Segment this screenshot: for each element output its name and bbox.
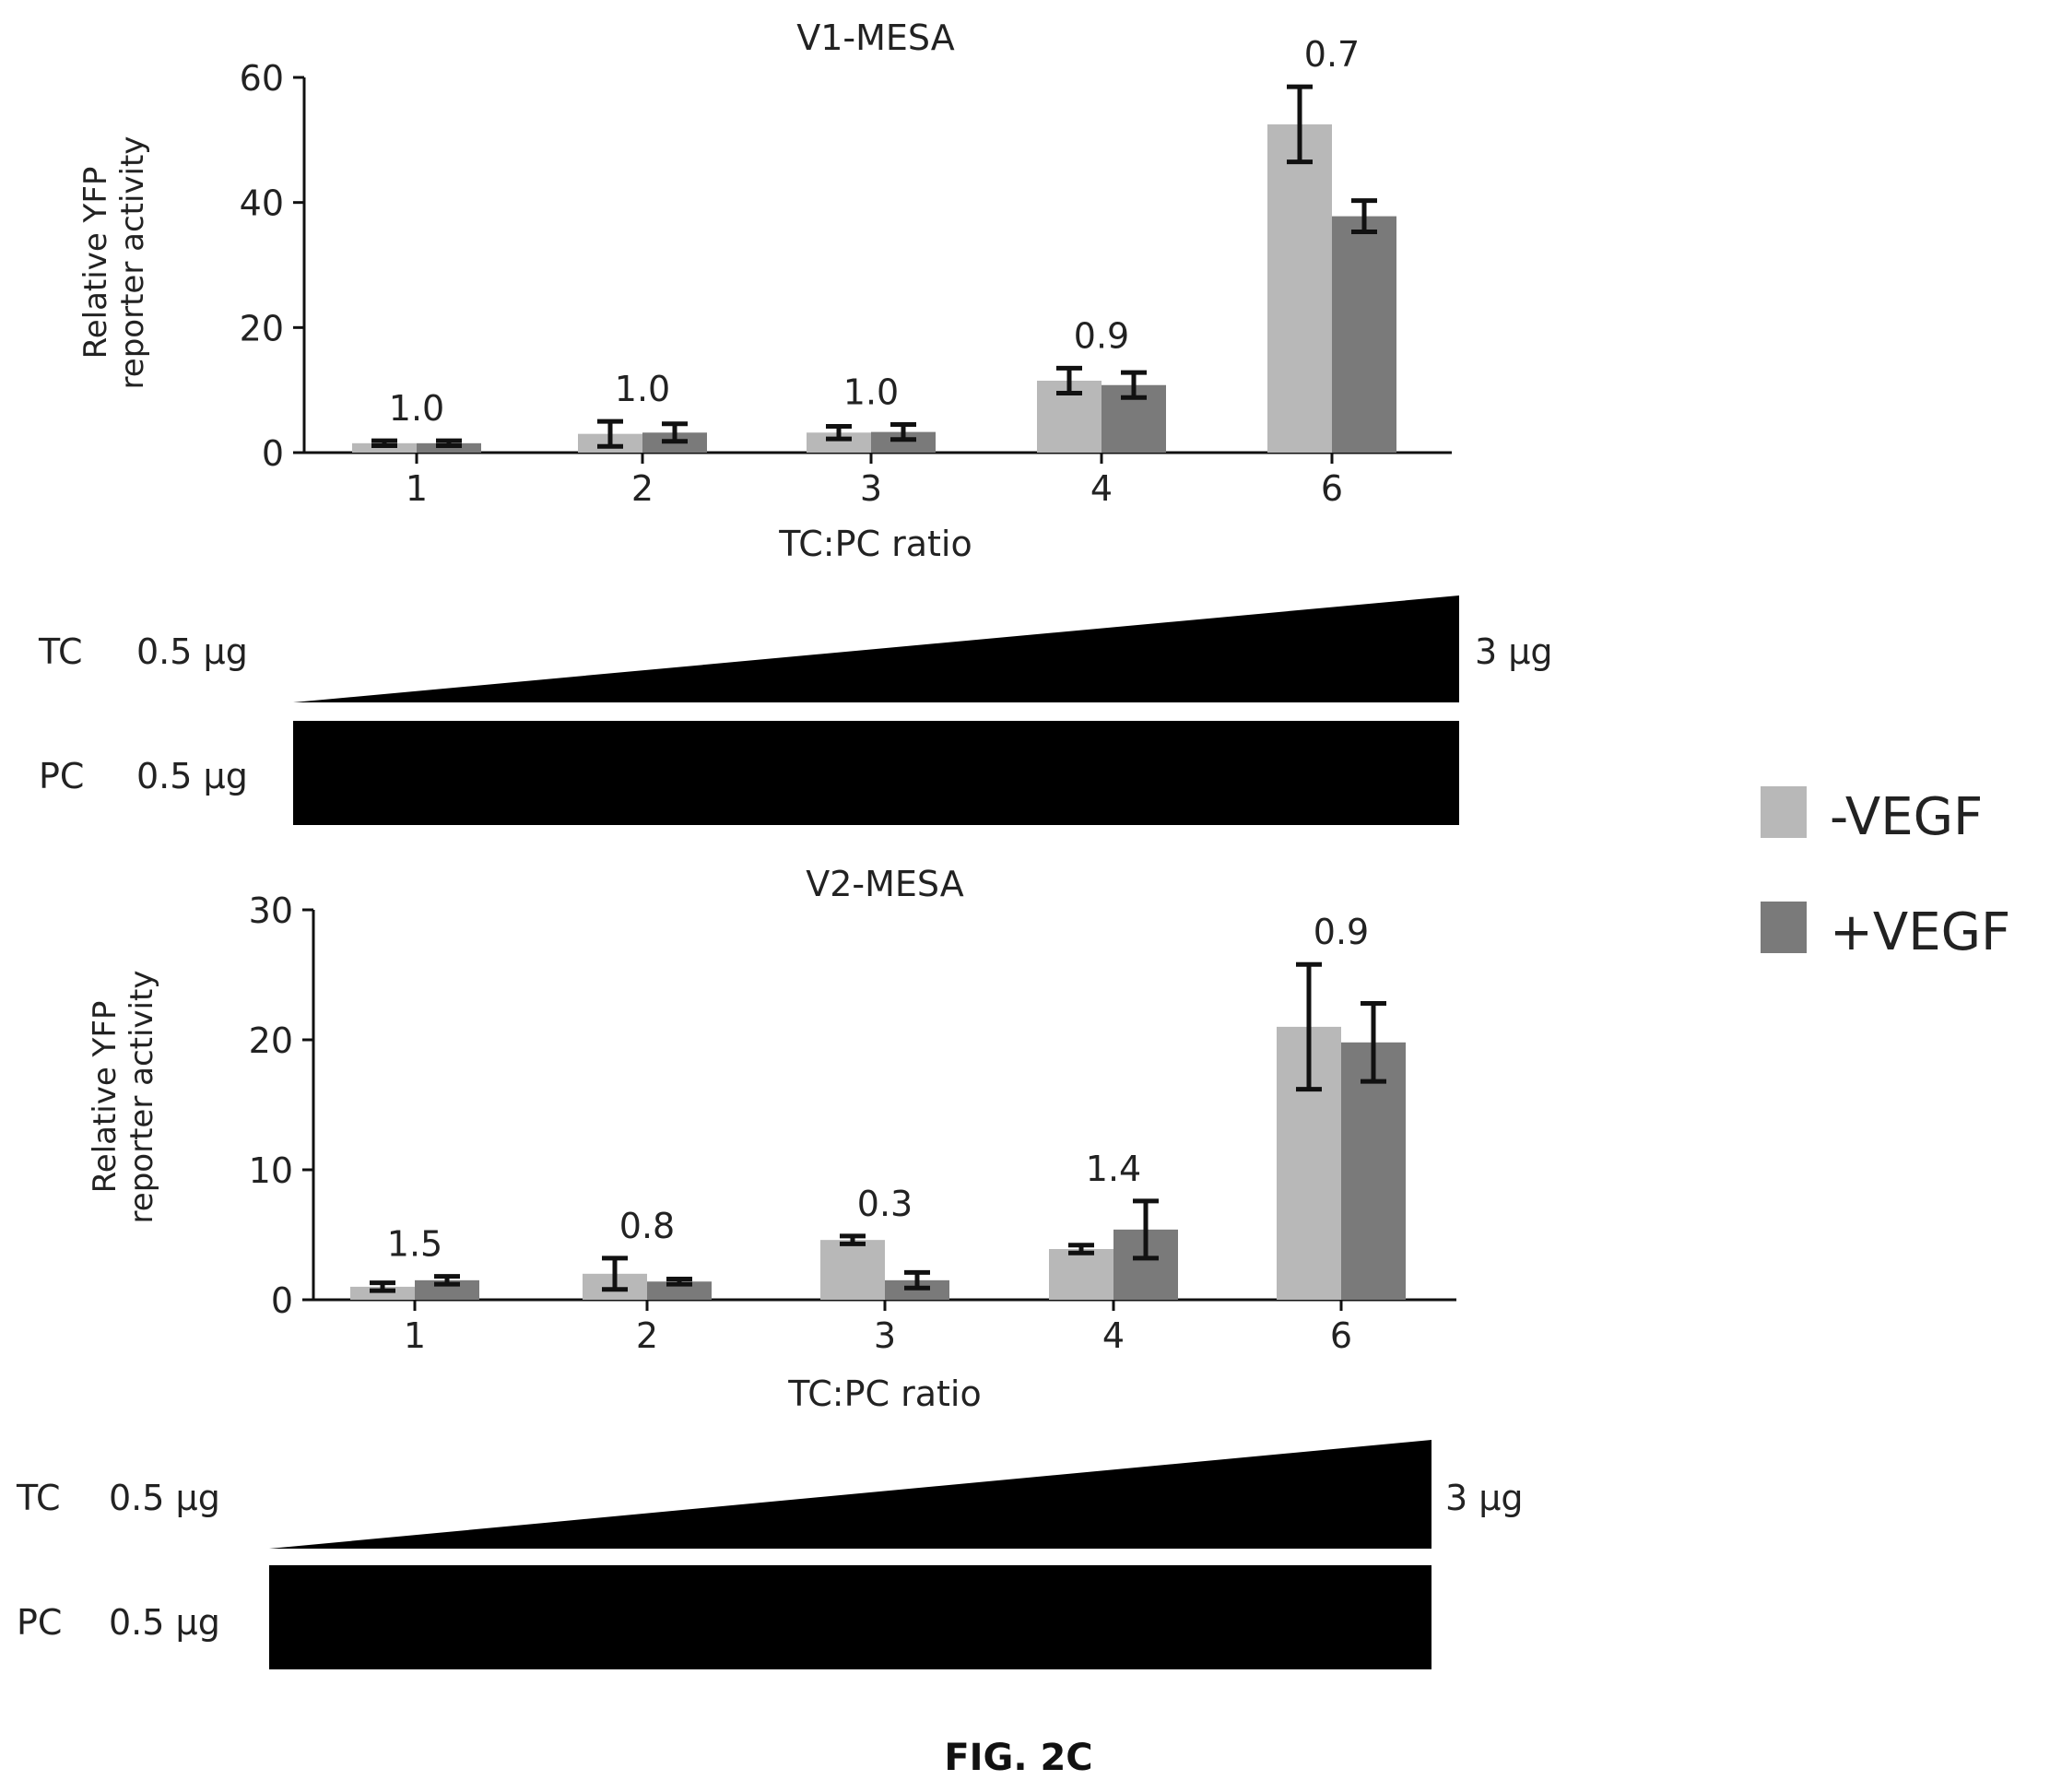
bar-plus-vegf [1332, 216, 1396, 453]
y-tick-label: 10 [249, 1150, 293, 1191]
figure-label: FIG. 2C [944, 1737, 1092, 1779]
legend-label-minus-vegf: -VEGF [1830, 787, 1983, 847]
bar-plus-vegf [415, 1279, 479, 1300]
chart-title: V2-MESA [806, 864, 964, 904]
pc-constant-bar [293, 721, 1459, 825]
x-axis: 1 2 3 4 6 [293, 451, 1452, 509]
x-tick-label: 3 [860, 468, 882, 509]
bar-plus-vegf [647, 1281, 712, 1300]
ratio-annotation: 0.3 [857, 1184, 913, 1224]
tc-end-amount: 3 μg [1475, 631, 1553, 672]
ratio-annotation: 0.8 [619, 1206, 675, 1246]
x-tick-label: 6 [1321, 468, 1343, 509]
y-axis: 0 10 20 30 [249, 890, 315, 1321]
tc-gradient-wedge [293, 595, 1459, 702]
pc-label: PC [39, 756, 84, 796]
ratio-annotation-group: 1.0 1.0 1.0 0.9 0.7 [389, 34, 1360, 429]
tc-start-amount: 0.5 μg [136, 631, 248, 672]
x-tick-label: 4 [1090, 468, 1113, 509]
pc-amount: 0.5 μg [136, 756, 248, 796]
ratio-annotation-group: 1.5 0.8 0.3 1.4 0.9 [387, 912, 1369, 1264]
x-axis-label: TC:PC ratio [787, 1373, 981, 1414]
tc-label: TC [16, 1478, 61, 1518]
ratio-annotation: 0.9 [1314, 912, 1369, 952]
bar-plus-vegf [871, 431, 936, 453]
legend-label-plus-vegf: +VEGF [1830, 902, 2010, 962]
x-axis-label: TC:PC ratio [778, 524, 972, 564]
ratio-annotation: 1.0 [843, 371, 899, 412]
ratio-annotation: 0.9 [1074, 315, 1129, 356]
dose-schematic: TC 0.5 μg 3 μg PC 0.5 μg [38, 595, 1553, 825]
x-axis: 1 2 3 4 6 [302, 1298, 1456, 1356]
dose-schematic: TC 0.5 μg 3 μg PC 0.5 μg [16, 1440, 1524, 1669]
tc-end-amount: 3 μg [1445, 1478, 1524, 1518]
tc-start-amount: 0.5 μg [109, 1478, 220, 1518]
x-tick-label: 3 [874, 1315, 896, 1356]
chart-title: V1-MESA [796, 18, 955, 58]
tc-label: TC [38, 631, 83, 672]
ratio-annotation: 0.7 [1304, 34, 1360, 75]
x-tick-label: 4 [1102, 1315, 1125, 1356]
x-tick-label: 2 [636, 1315, 658, 1356]
y-axis: 0 20 40 60 [240, 58, 306, 474]
y-tick-label: 30 [249, 890, 293, 931]
y-tick-label: 0 [271, 1280, 293, 1321]
bar-minus-vegf [350, 1286, 415, 1300]
bar-plus-vegf [1341, 1042, 1406, 1300]
x-tick-label: 2 [631, 468, 654, 509]
y-tick-label: 20 [249, 1020, 293, 1061]
legend-swatch-plus-vegf [1761, 902, 1807, 953]
ratio-annotation: 1.0 [389, 388, 444, 429]
pc-constant-bar [269, 1565, 1431, 1669]
error-bar-group [370, 961, 1386, 1293]
bar-minus-vegf [1049, 1249, 1113, 1300]
bar-minus-vegf [820, 1240, 885, 1300]
y-tick-label: 40 [240, 183, 284, 224]
pc-label: PC [17, 1602, 62, 1643]
y-axis-label: Relative YFP reporter activity [87, 971, 160, 1224]
y-tick-label: 20 [240, 308, 284, 348]
ratio-annotation: 1.5 [387, 1224, 442, 1265]
y-tick-label: 0 [262, 433, 284, 474]
ratio-annotation: 1.0 [615, 369, 670, 409]
x-tick-label: 1 [406, 468, 428, 509]
y-axis-label-line-2: reporter activity [124, 971, 160, 1224]
legend: -VEGF +VEGF [1761, 786, 2010, 962]
x-tick-label: 6 [1330, 1315, 1352, 1356]
bar-group [350, 1026, 1406, 1300]
pc-amount: 0.5 μg [109, 1602, 220, 1643]
panel-v1-mesa: V1-MESA Relative YFP reporter activity 0… [38, 18, 1553, 825]
panel-v2-mesa: V2-MESA Relative YFP reporter activity 0… [16, 864, 1524, 1669]
error-bar-group [371, 84, 1377, 449]
x-tick-label: 1 [404, 1315, 426, 1356]
tc-gradient-wedge [269, 1440, 1431, 1549]
y-axis-label-line-1: Relative YFP [87, 1001, 124, 1194]
legend-swatch-minus-vegf [1761, 786, 1807, 838]
y-axis-label: Relative YFP reporter activity [77, 136, 151, 390]
y-tick-label: 60 [240, 58, 284, 99]
y-axis-label-line-2: reporter activity [114, 136, 151, 390]
bar-minus-vegf [807, 432, 871, 453]
ratio-annotation: 1.4 [1086, 1149, 1141, 1189]
y-axis-label-line-1: Relative YFP [77, 167, 114, 360]
bar-minus-vegf [1267, 124, 1332, 453]
